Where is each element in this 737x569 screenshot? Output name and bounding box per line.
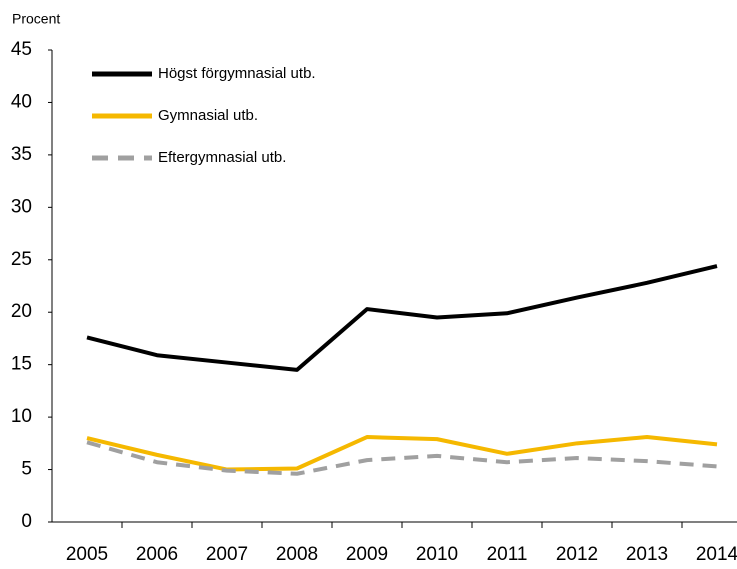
x-tick-label: 2011: [487, 544, 528, 565]
x-tick-label: 2006: [136, 544, 178, 565]
y-tick-label: 30: [11, 196, 32, 217]
x-tick-label: 2008: [276, 544, 318, 565]
x-tick-label: 2010: [416, 544, 458, 565]
y-tick-label: 0: [21, 511, 32, 532]
y-tick-label: 15: [11, 354, 32, 375]
line-series: [86, 264, 718, 372]
line-series: [86, 435, 718, 472]
y-tick-label: 35: [11, 144, 32, 165]
x-tick-label: 2007: [206, 544, 248, 565]
x-tick-label: 2009: [346, 544, 388, 565]
y-tick-label: 40: [11, 91, 32, 112]
x-tick-label: 2005: [66, 544, 108, 565]
y-tick-label: 20: [11, 301, 32, 322]
x-tick-label: 2013: [626, 544, 668, 565]
y-tick-label: 45: [11, 39, 32, 60]
y-tick-label: 10: [11, 406, 32, 427]
legend-label: Högst förgymnasial utb.: [158, 65, 316, 82]
y-axis-label: Procent: [12, 11, 60, 27]
y-tick-label: 25: [11, 249, 32, 270]
x-tick-label: 2012: [556, 544, 598, 565]
legend-label: Eftergymnasial utb.: [158, 149, 286, 166]
legend-label: Gymnasial utb.: [158, 107, 258, 124]
line-series: [86, 440, 718, 476]
y-tick-label: 5: [21, 459, 32, 480]
x-tick-label: 2014: [696, 544, 737, 565]
